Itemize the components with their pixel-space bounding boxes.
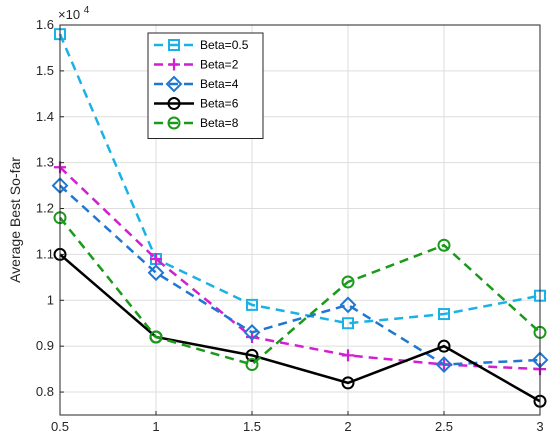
data-point [245,358,259,372]
data-point [245,348,259,362]
series-line [58,33,541,325]
legend-item: Beta=0.5 [154,38,249,52]
y-tick-label: 1.5 [36,63,54,78]
x-tick-label: 2 [344,419,351,434]
data-point [339,296,357,314]
data-point [150,253,162,265]
legend-marker [165,75,183,93]
x-tick-label: 2.5 [435,419,453,434]
legend-item: Beta=8 [154,116,239,130]
series-beta-6 [53,247,547,408]
data-point [341,275,355,289]
legend-item: Beta=2 [154,58,239,72]
legend-label: Beta=2 [200,58,239,72]
legend-item: Beta=4 [154,75,239,93]
legend-marker [167,97,181,110]
legend-marker [167,116,181,130]
series-beta-0-5 [54,28,546,330]
y-tick-label: 1.3 [36,155,54,170]
data-point [437,339,451,353]
series-line [59,216,541,366]
x-tick-label: 0.5 [51,419,69,434]
data-point [246,298,258,311]
x-tick-label: 3 [536,419,543,434]
data-point [438,308,450,321]
plot-frame [59,24,541,416]
data-point [149,330,163,344]
tick-labels: 0.5 1 1.5 2 2.5 3 0.8 0.9 1 1.1 1.2 1.3 1.4 1.5 1.6 [36,17,544,434]
series-line [59,253,541,403]
y-axis-multiplier-exponent: 4 [84,5,90,16]
legend-marker [168,39,180,51]
y-tick-label: 0.9 [36,338,54,353]
y-tick-label: 0.8 [36,384,54,399]
y-tick-label: 1.6 [36,17,54,32]
x-tick-label: 1.5 [243,419,261,434]
legend-label: Beta=4 [200,77,239,91]
data-point [342,317,354,330]
data-point [147,264,165,282]
data-point [243,323,261,341]
y-axis-multiplier: ×10 4 [58,5,90,22]
data-point [437,238,451,252]
y-tick-label: 1.4 [36,109,54,124]
legend-marker [168,58,180,71]
y-tick-label: 1.1 [36,246,54,261]
y-tick-label: 1.2 [36,201,54,216]
x-tick-label: 1 [152,419,159,434]
data-point [435,356,453,373]
data-point [341,376,355,390]
grid [59,24,541,415]
series-line [59,184,541,366]
series-group [51,28,549,408]
y-tick-label: 1 [47,292,54,307]
legend-label: Beta=0.5 [200,38,249,52]
legend-box [147,32,264,139]
legend: Beta=0.5 Beta=2 Beta=4 Beta=6 Beta=8 [147,32,264,139]
legend-label: Beta=8 [200,116,239,130]
data-point [342,349,354,362]
y-axis-label: Average Best So-far [7,157,23,283]
y-axis-multiplier-base: ×10 [58,7,80,22]
series-line [59,166,541,371]
legend-item: Beta=6 [154,97,239,111]
legend-label: Beta=6 [200,97,239,111]
series-beta-4 [51,177,549,373]
